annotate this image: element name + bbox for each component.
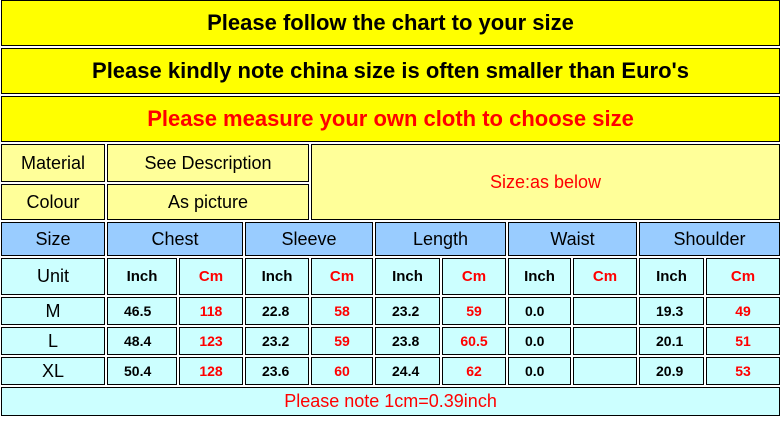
inch-value-cell: 20.9: [639, 357, 704, 385]
unit-cm: Cm: [573, 258, 637, 295]
size-note: Size:as below: [311, 144, 781, 220]
unit-label: Unit: [1, 258, 105, 295]
size-cell: XL: [1, 357, 105, 385]
inch-value-cell: 0.0: [508, 357, 571, 385]
title-china-size-note: Please kindly note china size is often s…: [1, 48, 781, 94]
table-row: M 46.5 118 22.8 58 23.2 59 0.0 19.3 49: [1, 297, 781, 325]
unit-inch: Inch: [107, 258, 177, 295]
header-waist: Waist: [508, 222, 637, 256]
cm-value-cell: 62: [442, 357, 506, 385]
inch-value-cell: 20.1: [639, 327, 704, 355]
unit-row: Unit Inch Cm Inch Cm Inch Cm Inch Cm Inch Cm: [1, 258, 781, 295]
unit-inch: Inch: [508, 258, 571, 295]
cm-value-cell: [573, 297, 637, 325]
cm-value-cell: 49: [706, 297, 781, 325]
cm-value-cell: 58: [311, 297, 373, 325]
inch-value-cell: 24.4: [375, 357, 440, 385]
inch-value-cell: 23.2: [245, 327, 309, 355]
material-value: See Description: [107, 144, 309, 182]
inch-value-cell: 50.4: [107, 357, 177, 385]
unit-cm: Cm: [311, 258, 373, 295]
table-row: L 48.4 123 23.2 59 23.8 60.5 0.0 20.1 51: [1, 327, 781, 355]
inch-value-cell: 48.4: [107, 327, 177, 355]
header-row: Size Chest Sleeve Length Waist Shoulder: [1, 222, 781, 256]
size-cell: L: [1, 327, 105, 355]
cm-value-cell: 118: [179, 297, 243, 325]
unit-inch: Inch: [375, 258, 440, 295]
inch-value-cell: 23.6: [245, 357, 309, 385]
unit-cm: Cm: [442, 258, 506, 295]
unit-inch: Inch: [245, 258, 309, 295]
header-size: Size: [1, 222, 105, 256]
cm-value-cell: 59: [442, 297, 506, 325]
header-shoulder: Shoulder: [639, 222, 781, 256]
header-length: Length: [375, 222, 506, 256]
table-row: XL 50.4 128 23.6 60 24.4 62 0.0 20.9 53: [1, 357, 781, 385]
inch-value-cell: 0.0: [508, 297, 571, 325]
cm-value-cell: 123: [179, 327, 243, 355]
unit-inch: Inch: [639, 258, 704, 295]
material-label: Material: [1, 144, 105, 182]
inch-value-cell: 22.8: [245, 297, 309, 325]
cm-value-cell: 51: [706, 327, 781, 355]
inch-value-cell: 46.5: [107, 297, 177, 325]
inch-value-cell: 19.3: [639, 297, 704, 325]
colour-value: As picture: [107, 184, 309, 220]
cm-value-cell: 60.5: [442, 327, 506, 355]
cm-value-cell: [573, 327, 637, 355]
title-follow-chart: Please follow the chart to your size: [1, 0, 781, 46]
unit-cm: Cm: [706, 258, 781, 295]
unit-cm: Cm: [179, 258, 243, 295]
conversion-note: Please note 1cm=0.39inch: [1, 387, 781, 416]
cm-value-cell: 60: [311, 357, 373, 385]
cm-value-cell: 53: [706, 357, 781, 385]
cm-value-cell: [573, 357, 637, 385]
cm-value-cell: 59: [311, 327, 373, 355]
title-measure-note: Please measure your own cloth to choose …: [1, 96, 781, 142]
inch-value-cell: 23.2: [375, 297, 440, 325]
cm-value-cell: 128: [179, 357, 243, 385]
header-chest: Chest: [107, 222, 243, 256]
size-cell: M: [1, 297, 105, 325]
header-sleeve: Sleeve: [245, 222, 373, 256]
colour-label: Colour: [1, 184, 105, 220]
inch-value-cell: 23.8: [375, 327, 440, 355]
inch-value-cell: 0.0: [508, 327, 571, 355]
